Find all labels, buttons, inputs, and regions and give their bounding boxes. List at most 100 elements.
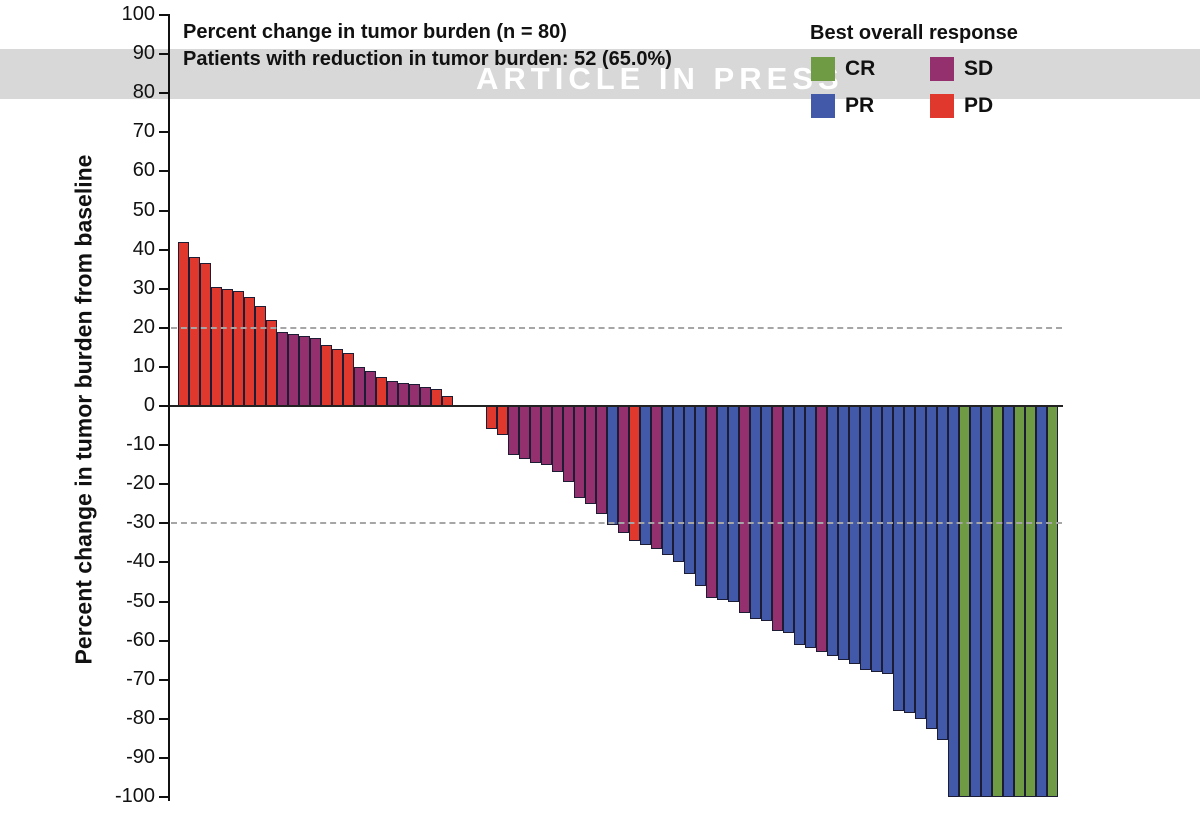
bar-pr [827,406,838,657]
bar-sd [706,406,717,598]
y-axis-tick [159,248,170,251]
y-axis-tick-label: -80 [126,706,155,729]
y-axis-tick-label: -40 [126,550,155,573]
bar-pr [871,406,882,672]
bar-pd [431,389,442,406]
y-axis-tick-label: -50 [126,589,155,612]
bar-pr [860,406,871,670]
bar-pr [904,406,915,713]
watermark-text: ARTICLE IN PRESS [476,61,844,96]
bar-pd [200,263,211,406]
bar-pd [321,345,332,406]
bar-cr [1025,406,1036,797]
bar-pr [937,406,948,741]
y-axis-tick-label: -20 [126,472,155,495]
chart-title: Percent change in tumor burden (n = 80) [183,21,567,43]
bar-pd [376,376,387,406]
legend-label-pd: PD [964,94,994,117]
bar-pr [981,406,992,797]
y-axis-tick-label: -70 [126,667,155,690]
y-axis-tick [159,639,170,642]
bar-cr [1047,406,1058,797]
watermark-band [0,49,1200,99]
bar-sd [739,406,750,614]
bar-pd [497,406,508,436]
bar-sd [552,406,563,473]
bar-sd [354,366,365,406]
y-axis-tick-label: 70 [132,120,155,143]
legend-label-cr: CR [845,57,876,80]
y-axis-tick [159,131,170,134]
y-axis-line [168,14,170,801]
y-axis-tick-label: 20 [132,315,155,338]
y-axis-tick [159,53,170,56]
y-axis-tick [159,600,170,603]
bar-sd [299,335,310,406]
bar-pr [684,406,695,575]
bar-sd [409,384,420,406]
y-axis-tick [159,14,170,16]
y-axis-tick [159,326,170,329]
y-axis-tick [159,678,170,681]
bar-pr [695,406,706,586]
y-axis-tick-label: -90 [126,745,155,768]
y-axis-tick-label: 30 [132,276,155,299]
bar-cr [1014,406,1025,797]
bar-sd [288,333,299,406]
legend-swatch-pd [930,94,954,118]
y-axis-tick [159,756,170,759]
y-axis-tick [159,209,170,212]
legend-swatch-pr [811,94,835,118]
bar-pd [222,288,233,406]
bar-pd [244,296,255,406]
y-axis-tick-label: 90 [132,42,155,65]
bar-sd [772,406,783,631]
reference-line--30 [171,522,1062,525]
bar-sd [816,406,827,653]
bar-pr [849,406,860,665]
y-axis-tick [159,444,170,447]
y-axis-tick-label: -60 [126,628,155,651]
bar-sd [310,337,321,406]
bar-pd [189,257,200,406]
bar-pr [717,406,728,600]
bar-sd [277,331,288,406]
bar-pr [662,406,673,555]
y-axis-tick-label: -100 [114,785,155,807]
y-axis-tick [159,405,170,407]
y-axis-tick-label: -30 [126,511,155,534]
bar-sd [618,406,629,534]
bar-cr [992,406,1003,797]
bar-sd [541,406,552,465]
bar-pr [882,406,893,674]
y-axis-tick-label: 60 [132,159,155,182]
bar-pr [805,406,816,649]
y-axis-tick [159,287,170,290]
bar-sd [530,406,541,463]
y-axis-label: Percent change in tumor burden from base… [70,154,97,665]
legend-swatch-cr [811,57,835,81]
y-axis-tick [159,796,170,798]
bar-pr [893,406,904,711]
bar-pr [783,406,794,633]
y-axis-tick-label: 80 [132,81,155,104]
legend-title: Best overall response [810,22,1018,44]
bar-sd [585,406,596,504]
bar-sd [651,406,662,549]
bar-pd [629,406,640,541]
y-axis-tick [159,92,170,95]
bar-pr [607,406,618,526]
chart-subtitle: Patients with reduction in tumor burden:… [183,48,672,70]
bar-pr [761,406,772,622]
bar-sd [508,406,519,455]
legend-label-pr: PR [845,94,875,117]
bar-pd [332,349,343,406]
bar-pr [838,406,849,661]
bar-pd [233,290,244,406]
reference-line-20 [171,326,1062,329]
legend-label-sd: SD [964,57,994,80]
bar-pr [728,406,739,602]
y-axis-tick [159,365,170,368]
y-axis-tick [159,561,170,564]
bar-sd [398,382,409,406]
